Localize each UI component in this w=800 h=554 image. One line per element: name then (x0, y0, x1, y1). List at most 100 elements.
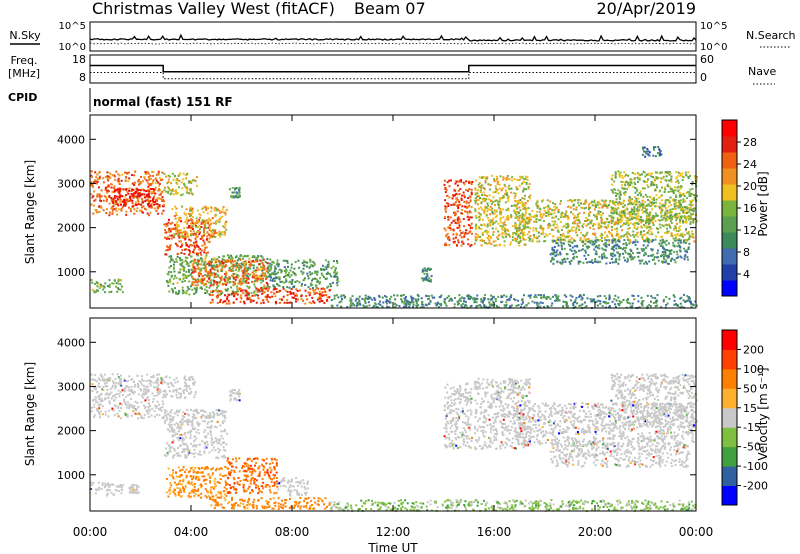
scatter-cell (476, 192, 479, 195)
scatter-cell (692, 221, 695, 224)
scatter-cell (268, 268, 271, 271)
scatter-cell (644, 225, 647, 228)
scatter-cell (216, 274, 219, 276)
scatter-cell (562, 238, 565, 241)
scatter-cell (367, 295, 370, 298)
scatter-cell (183, 235, 186, 238)
scatter-cell (559, 251, 562, 254)
scatter-cell (117, 282, 120, 285)
scatter-cell (552, 258, 555, 261)
scatter-cell (171, 172, 174, 175)
scatter-cell (224, 270, 227, 273)
scatter-cell (234, 278, 237, 281)
scatter-cell (560, 235, 563, 237)
scatter-cell (202, 283, 205, 286)
scatter-cell (627, 239, 630, 242)
scatter-cell (668, 173, 671, 176)
scatter-cell (535, 227, 538, 230)
scatter-cell (595, 203, 598, 206)
scatter-cell (453, 241, 455, 244)
scatter-cell (676, 304, 679, 307)
scatter-cell (554, 220, 557, 223)
scatter-cell (494, 209, 497, 212)
scatter-cell (629, 222, 632, 225)
freq-trace (90, 64, 696, 80)
scatter-cell (463, 300, 465, 303)
scatter-cell (636, 218, 638, 221)
scatter-cell (234, 260, 237, 263)
scatter-cell (565, 211, 568, 214)
scatter-cell (678, 201, 681, 204)
scatter-cell (567, 231, 570, 234)
scatter-cell (653, 179, 656, 182)
scatter-cell (666, 227, 668, 230)
scatter-cell (515, 224, 517, 227)
scatter-cell (531, 209, 534, 212)
scatter-cell (692, 210, 695, 213)
scatter-cell (175, 292, 178, 295)
scatter-cell (610, 211, 613, 214)
scatter-cell (157, 173, 160, 176)
scatter-cell (477, 304, 480, 307)
scatter-cell (460, 197, 463, 200)
scatter-cell (638, 251, 641, 254)
scatter-cell (482, 301, 484, 304)
scatter-cell (312, 265, 315, 268)
scatter-cell (320, 272, 323, 275)
scatter-cell (189, 230, 192, 232)
scatter-cell (679, 225, 682, 228)
scatter-cell (518, 224, 521, 227)
scatter-cell (274, 287, 277, 290)
scatter-cell (584, 243, 587, 245)
scatter-cell (156, 207, 159, 210)
scatter-cell (613, 298, 616, 301)
scatter-cell (633, 235, 636, 238)
scatter-cell (553, 205, 556, 208)
scatter-cell (437, 305, 440, 308)
scatter-cell (596, 204, 599, 207)
scatter-cell (448, 179, 451, 182)
scatter-cell (549, 200, 552, 203)
scatter-cell (497, 222, 500, 225)
scatter-cell (589, 211, 592, 214)
scatter-cell (674, 237, 677, 240)
scatter-cell (124, 204, 127, 207)
scatter-cell (209, 219, 212, 222)
scatter-cell (277, 263, 280, 266)
scatter-cell (319, 277, 321, 280)
scatter-cell (302, 271, 305, 274)
scatter-cell (279, 280, 282, 283)
scatter-cell (188, 250, 191, 253)
scatter-cell (584, 238, 587, 241)
scatter-cell (260, 302, 263, 305)
scatter-cell (603, 226, 606, 228)
scatter-cell (641, 238, 644, 240)
scatter-cell (539, 224, 542, 227)
scatter-cell (176, 224, 179, 227)
scatter-cell (200, 277, 203, 280)
scatter-cell (197, 278, 200, 281)
scatter-cell (193, 287, 196, 290)
scatter-cell (539, 226, 542, 229)
scatter-cell (616, 230, 619, 233)
scatter-cell (149, 199, 152, 202)
scatter-cell (488, 219, 490, 222)
nsky-tick-bottom: 10^0 (59, 42, 86, 53)
scatter-cell (168, 218, 170, 221)
scatter-cell (204, 260, 207, 263)
scatter-cell (191, 211, 194, 214)
scatter-cell (678, 191, 681, 194)
scatter-cell (656, 214, 659, 217)
scatter-cell (108, 283, 111, 286)
scatter-cell (185, 270, 188, 273)
scatter-cell (534, 215, 537, 218)
scatter-cell (220, 278, 223, 281)
scatter-cell (448, 237, 451, 240)
scatter-cell (663, 257, 666, 260)
scatter-cell (619, 218, 622, 221)
scatter-cell (598, 201, 601, 204)
scatter-cell (386, 299, 389, 302)
scatter-cell (148, 178, 151, 181)
scatter-cell (290, 266, 293, 269)
scatter-cell (162, 198, 164, 201)
